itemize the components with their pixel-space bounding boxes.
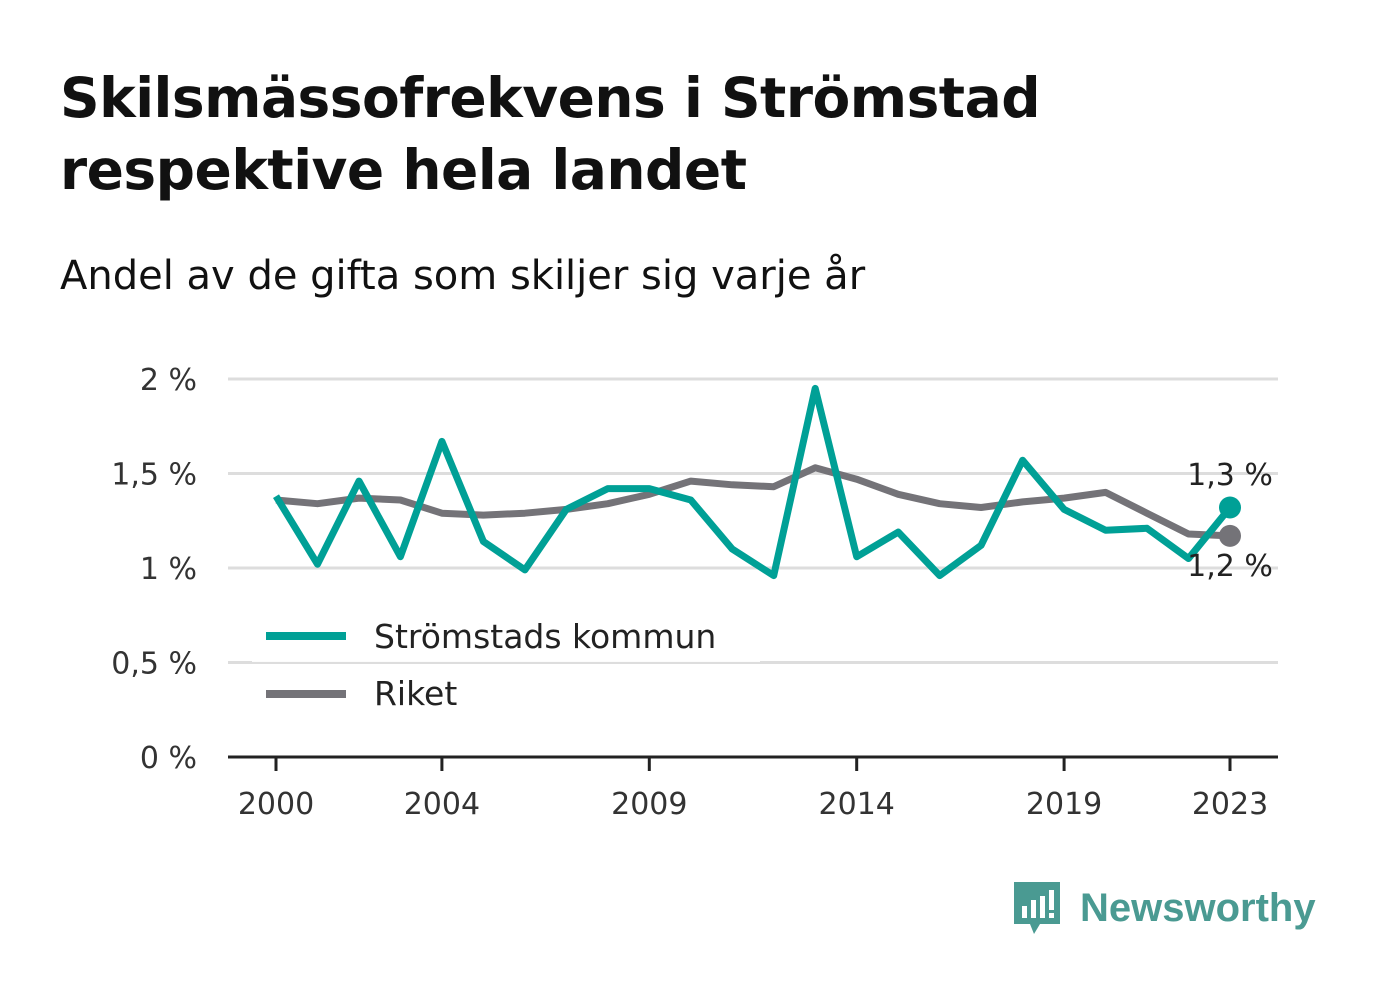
legend: Strömstads kommun Riket — [252, 606, 760, 713]
end-label-stromstad: 1,3 % — [1187, 458, 1273, 493]
legend-label-stromstad: Strömstads kommun — [374, 617, 716, 656]
y-tick-label: 1,5 % — [111, 458, 197, 493]
brand: Newsworthy — [1010, 878, 1316, 938]
y-axis: 0 % 0,5 % 1 % 1,5 % 2 % — [111, 363, 197, 776]
x-tick-label: 2014 — [819, 787, 895, 822]
y-tick-label: 0 % — [140, 741, 197, 776]
x-axis: 2000 2004 2009 2014 2019 2023 — [228, 755, 1278, 822]
y-tick-label: 1 % — [140, 552, 197, 587]
y-tick-label: 2 % — [140, 363, 197, 398]
gridlines — [228, 377, 1278, 664]
end-point-stromstad — [1219, 496, 1241, 519]
x-tick-label: 2023 — [1192, 787, 1268, 822]
x-tick-label: 2019 — [1026, 787, 1102, 822]
x-tick-label: 2000 — [238, 787, 314, 822]
y-tick-label: 0,5 % — [111, 647, 197, 682]
series-line-riket — [275, 464, 1231, 540]
end-label-riket: 1,2 % — [1187, 549, 1273, 584]
brand-name: Newsworthy — [1080, 885, 1316, 930]
end-point-riket — [1219, 524, 1241, 547]
x-tick-label: 2004 — [404, 787, 480, 822]
series-line-stromstad — [273, 384, 1233, 580]
newsworthy-logo-icon — [1014, 882, 1060, 934]
series-layer — [273, 384, 1241, 580]
chart-subtitle: Andel av de gifta som skiljer sig varje … — [60, 253, 866, 299]
chart-title: Skilsmässofrekvens i Strömstad respektiv… — [60, 66, 1041, 202]
x-tick-label: 2009 — [611, 787, 687, 822]
legend-label-riket: Riket — [374, 674, 457, 713]
